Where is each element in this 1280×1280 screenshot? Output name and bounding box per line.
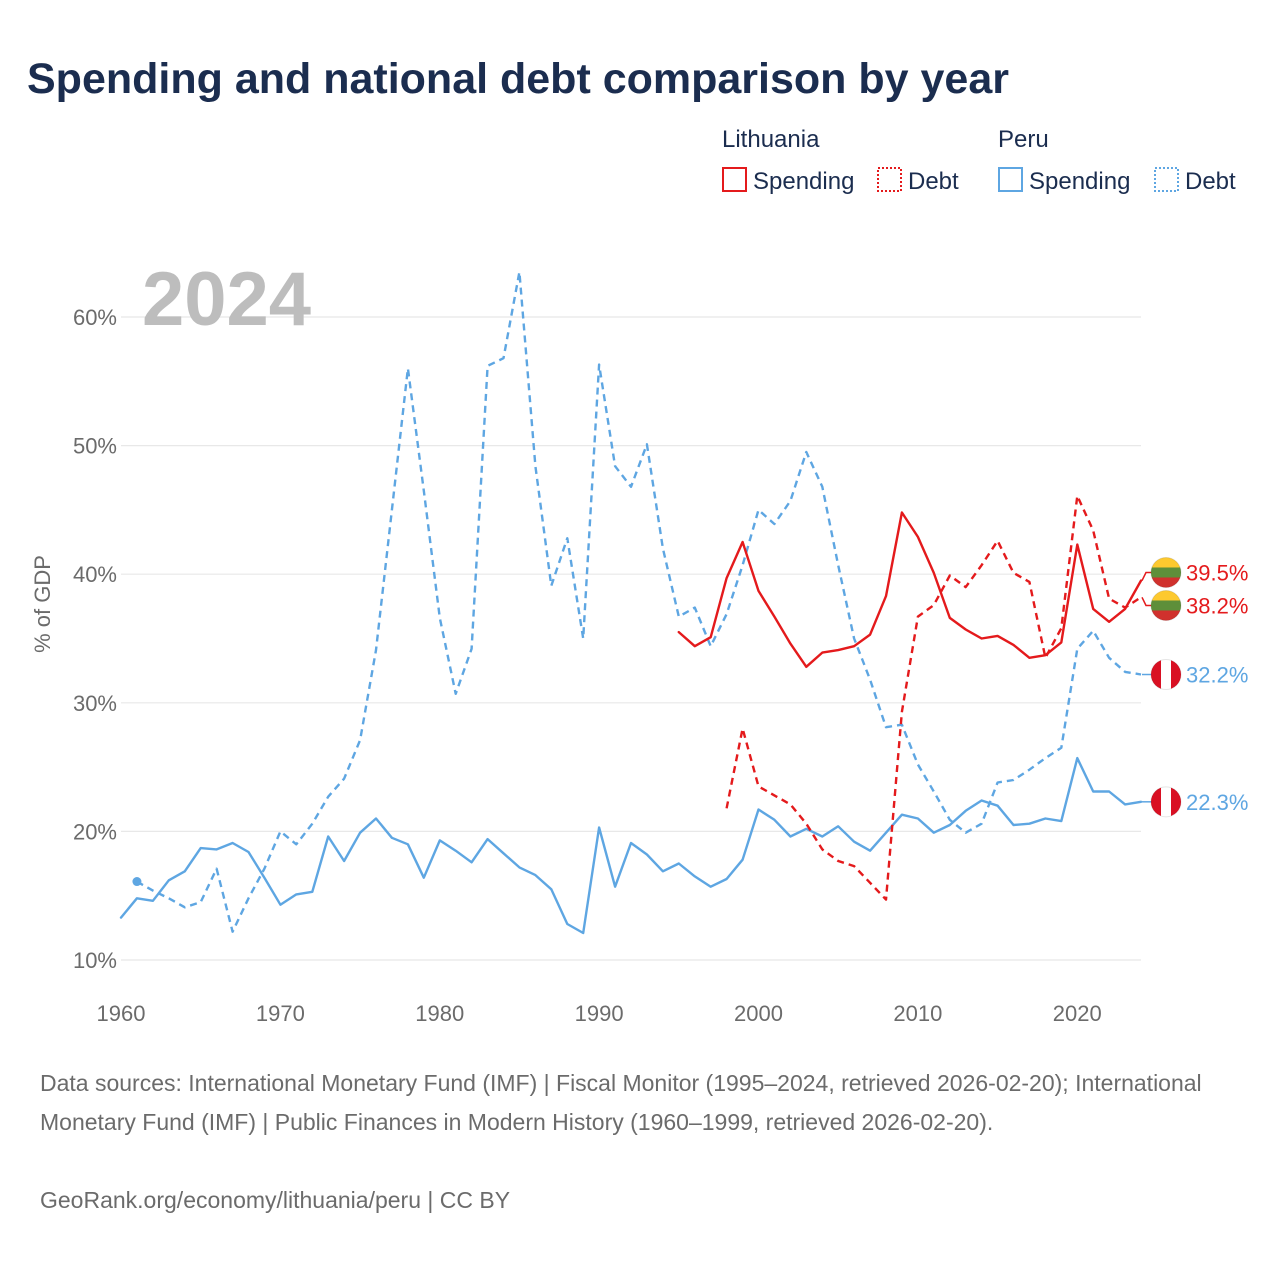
lithuania-spending-line [677,511,1143,668]
series-lines [119,270,1143,935]
x-tick-label: 1970 [256,1001,305,1026]
credit-line: GeoRank.org/economy/lithuania/peru | CC … [40,1187,511,1213]
peru-debt-line [136,270,1142,933]
lithuania-spending-label-connector [1141,571,1152,581]
peru-flag-icon [1151,659,1181,690]
legend-item-lithuania-spending[interactable]: Spending [722,167,854,195]
legend-swatch-peru-spending [998,167,1023,192]
peru-spending-end-value-label: 22.3% [1186,790,1248,815]
x-tick-label: 1990 [575,1001,624,1026]
flag-outline [1150,786,1182,818]
y-tick-label: 30% [73,691,117,716]
peru-spending-line [119,756,1143,935]
legend-item-peru-spending[interactable]: Spending [998,167,1130,195]
year-overlay: 2024 [142,257,311,342]
lithuania-debt-line [725,494,1142,901]
legend-group-peru: Peru [998,126,1049,153]
y-tick-label: 10% [73,948,117,973]
legend-swatch-peru-debt [1154,167,1179,192]
peru-debt-end-value-label: 32.2% [1186,663,1248,688]
legend-label-peru-debt: Debt [1185,168,1236,195]
y-tick-label: 60% [73,305,117,330]
x-tick-label: 1980 [415,1001,464,1026]
legend-label-peru-spending: Spending [1029,168,1130,195]
lithuania-debt-label-connector [1141,597,1152,607]
flag-outline [1150,556,1182,588]
x-tick-label: 2020 [1053,1001,1102,1026]
legend-group-lithuania: Lithuania [722,126,820,153]
peru-flag-icon [1151,786,1181,817]
x-tick-label: 1960 [97,1001,146,1026]
y-tick-label: 20% [73,819,117,844]
x-tick-label: 2000 [734,1001,783,1026]
lithuania-flag-icon [1151,590,1181,621]
legend-item-lithuania-debt[interactable]: Debt [877,167,959,195]
lithuania-spending-end-value-label: 39.5% [1186,560,1248,585]
lithuania-flag-icon [1151,557,1181,588]
x-tick-label: 2010 [893,1001,942,1026]
lithuania-debt-end-value-label: 38.2% [1186,593,1248,618]
legend-label-lithuania-debt: Debt [908,168,959,195]
data-sources-note: Data sources: International Monetary Fun… [40,1070,1202,1135]
flag-outline [1150,659,1182,691]
chart-title: Spending and national debt comparison by… [27,55,1009,103]
end-labels: 39.5% 38.2% 32.2% 22.3% [1141,556,1248,818]
flag-outline [1150,589,1182,621]
legend-label-lithuania-spending: Spending [753,168,854,195]
y-tick-label: 50% [73,434,117,459]
legend: Lithuania Peru Spending Debt Spending De… [722,126,1236,195]
legend-item-peru-debt[interactable]: Debt [1154,167,1236,195]
legend-swatch-lithuania-spending [722,167,747,192]
axes-and-grid: 10% 20% 30% 40% 50% 60% 1960 1970 1980 1990 2000 20… [73,305,1141,1026]
legend-swatch-lithuania-debt [877,167,902,192]
y-tick-label: 40% [73,562,117,587]
peru-debt-start-point [132,877,142,887]
y-axis-title: % of GDP [30,555,55,653]
